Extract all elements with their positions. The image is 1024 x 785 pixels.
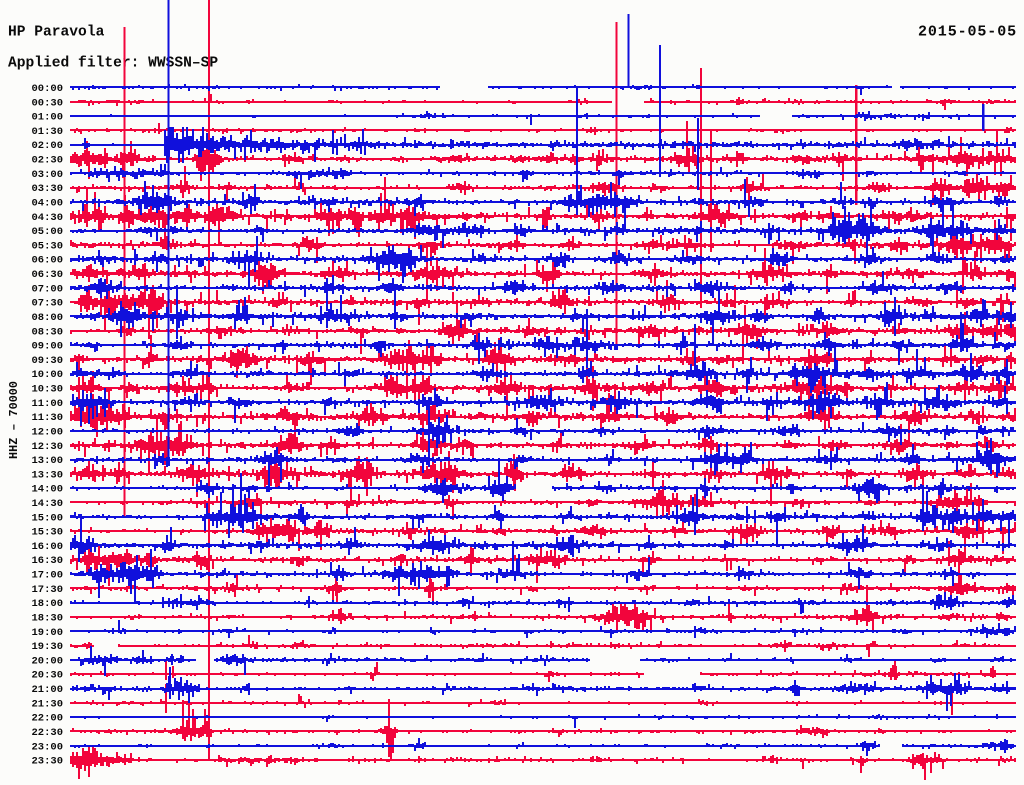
svg-text:00:00: 00:00 xyxy=(31,83,63,95)
svg-text:08:30: 08:30 xyxy=(31,326,63,338)
svg-text:15:30: 15:30 xyxy=(31,527,63,539)
svg-text:06:30: 06:30 xyxy=(31,269,63,281)
svg-text:HP Paravola: HP Paravola xyxy=(8,25,105,41)
svg-text:05:00: 05:00 xyxy=(31,226,63,238)
svg-text:18:30: 18:30 xyxy=(31,613,63,625)
svg-text:01:00: 01:00 xyxy=(31,112,63,124)
svg-text:13:00: 13:00 xyxy=(31,455,63,467)
svg-text:20:00: 20:00 xyxy=(31,655,63,667)
svg-text:14:30: 14:30 xyxy=(31,498,63,510)
svg-text:09:30: 09:30 xyxy=(31,355,63,367)
svg-text:16:30: 16:30 xyxy=(31,555,63,567)
svg-text:05:30: 05:30 xyxy=(31,240,63,252)
svg-text:17:30: 17:30 xyxy=(31,584,63,596)
svg-text:19:30: 19:30 xyxy=(31,641,63,653)
svg-text:06:00: 06:00 xyxy=(31,255,63,267)
svg-text:04:30: 04:30 xyxy=(31,212,63,224)
svg-text:HHZ – 70000: HHZ – 70000 xyxy=(7,381,21,459)
svg-text:13:30: 13:30 xyxy=(31,469,63,481)
svg-text:Applied filter: WWSSN–SP: Applied filter: WWSSN–SP xyxy=(8,56,218,72)
svg-text:10:30: 10:30 xyxy=(31,384,63,396)
svg-text:15:00: 15:00 xyxy=(31,512,63,524)
svg-text:11:30: 11:30 xyxy=(31,412,63,424)
svg-text:19:00: 19:00 xyxy=(31,627,63,639)
svg-text:16:00: 16:00 xyxy=(31,541,63,553)
svg-text:02:00: 02:00 xyxy=(31,140,63,152)
svg-text:21:00: 21:00 xyxy=(31,684,63,696)
svg-text:14:00: 14:00 xyxy=(31,484,63,496)
svg-text:10:00: 10:00 xyxy=(31,369,63,381)
svg-text:00:30: 00:30 xyxy=(31,97,63,109)
svg-text:02:30: 02:30 xyxy=(31,155,63,167)
svg-text:23:00: 23:00 xyxy=(31,741,63,753)
svg-text:03:30: 03:30 xyxy=(31,183,63,195)
svg-text:07:00: 07:00 xyxy=(31,283,63,295)
svg-text:12:30: 12:30 xyxy=(31,441,63,453)
svg-text:2015-05-05: 2015-05-05 xyxy=(918,24,1017,41)
svg-text:11:00: 11:00 xyxy=(31,398,63,410)
svg-text:20:30: 20:30 xyxy=(31,670,63,682)
svg-text:23:30: 23:30 xyxy=(31,756,63,768)
svg-text:17:00: 17:00 xyxy=(31,570,63,582)
svg-text:01:30: 01:30 xyxy=(31,126,63,138)
svg-text:03:00: 03:00 xyxy=(31,169,63,181)
svg-text:18:00: 18:00 xyxy=(31,598,63,610)
svg-text:09:00: 09:00 xyxy=(31,341,63,353)
svg-text:21:30: 21:30 xyxy=(31,698,63,710)
svg-text:04:00: 04:00 xyxy=(31,198,63,210)
svg-text:07:30: 07:30 xyxy=(31,298,63,310)
svg-text:08:00: 08:00 xyxy=(31,312,63,324)
svg-text:22:30: 22:30 xyxy=(31,727,63,739)
svg-text:12:00: 12:00 xyxy=(31,426,63,438)
svg-text:22:00: 22:00 xyxy=(31,713,63,725)
